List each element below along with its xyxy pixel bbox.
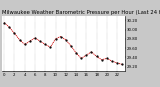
Text: Milwaukee Weather Barometric Pressure per Hour (Last 24 Hours): Milwaukee Weather Barometric Pressure pe… [2, 10, 160, 15]
